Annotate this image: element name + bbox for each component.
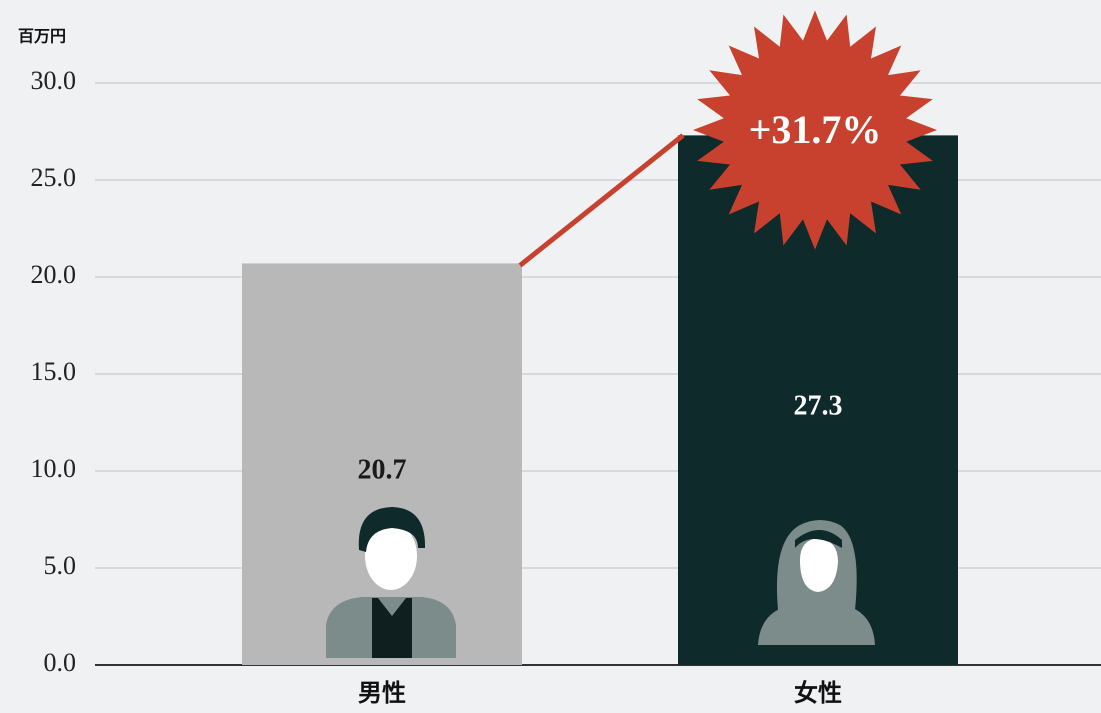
x-tick-label: 男性 [358,679,406,707]
y-tick-label: 25.0 [31,163,77,192]
male-icon [326,507,456,658]
y-tick-label: 20.0 [31,260,77,289]
annotation-text: +31.7% [749,107,882,152]
x-tick-label: 女性 [794,679,842,707]
connector [518,133,685,268]
annotation: +31.7% [518,10,937,268]
value-label: 27.3 [794,391,843,422]
value-label: 20.7 [358,455,407,486]
y-tick-label: 0.0 [44,648,77,677]
female-icon [758,520,875,645]
y-tick-label: 10.0 [31,454,77,483]
y-tick-label: 30.0 [31,66,77,95]
y-tick-label: 5.0 [44,551,77,580]
y-tick-label: 15.0 [31,357,77,386]
starburst [693,10,937,250]
unit-label: 百万円 [18,27,66,46]
